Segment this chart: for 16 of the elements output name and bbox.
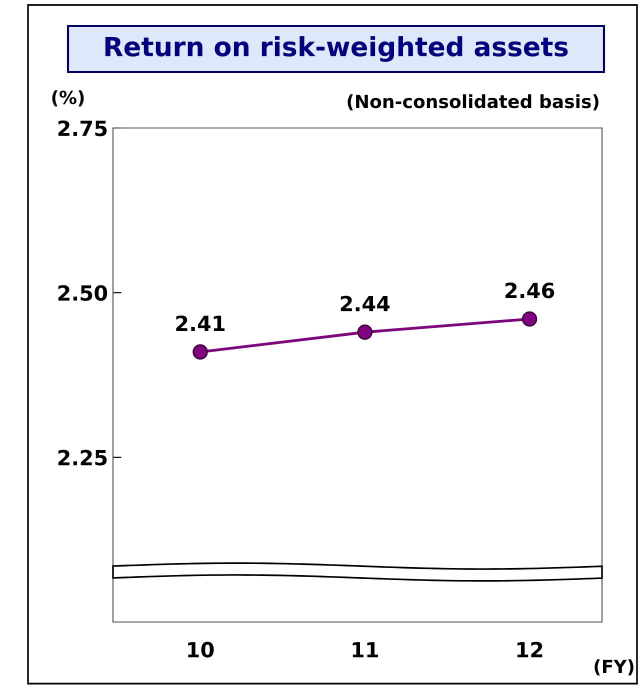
x-axis-title: (FY) <box>594 659 634 676</box>
y-axis-title: (%) <box>52 90 84 106</box>
y-tick-label: 2.25 <box>58 450 107 466</box>
point <box>357 324 373 340</box>
x-tick-label: 11 <box>352 642 378 658</box>
x-tick-label: 12 <box>517 642 542 658</box>
data-label: 2.41 <box>176 315 225 331</box>
point <box>522 311 538 327</box>
y-tick-label: 2.75 <box>58 120 107 136</box>
chart-subtitle: (Non-consolidated basis) <box>348 94 598 110</box>
point <box>192 344 208 360</box>
chart-title: Return on risk-weighted assets <box>105 36 568 62</box>
x-tick-label: 10 <box>188 642 214 658</box>
data-label: 2.46 <box>506 282 554 298</box>
data-label: 2.44 <box>340 296 390 312</box>
y-tick-label: 2.50 <box>58 285 108 301</box>
